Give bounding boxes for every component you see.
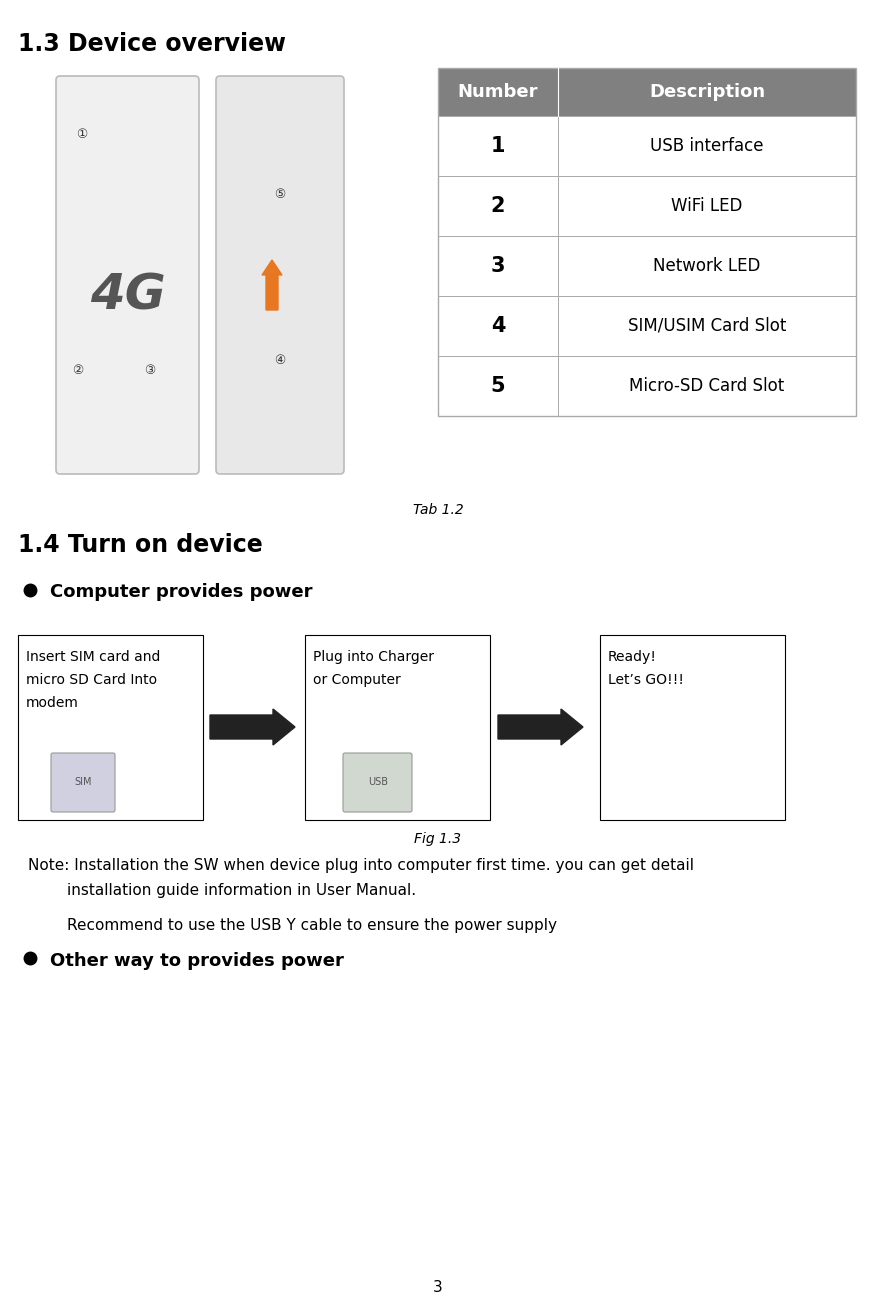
Text: installation guide information in User Manual.: installation guide information in User M… xyxy=(28,883,416,899)
FancyBboxPatch shape xyxy=(305,634,490,820)
Text: Insert SIM card and: Insert SIM card and xyxy=(26,650,160,664)
Text: Other way to provides power: Other way to provides power xyxy=(50,952,344,971)
Text: 3: 3 xyxy=(491,256,505,276)
Text: Network LED: Network LED xyxy=(653,256,760,275)
FancyArrow shape xyxy=(498,709,583,746)
Text: USB interface: USB interface xyxy=(650,137,764,156)
Text: 1.4 Turn on device: 1.4 Turn on device xyxy=(18,532,263,557)
FancyBboxPatch shape xyxy=(438,235,856,296)
Text: 4G: 4G xyxy=(89,271,166,319)
Text: ⑤: ⑤ xyxy=(274,188,286,201)
FancyBboxPatch shape xyxy=(216,76,344,473)
Text: Micro-SD Card Slot: Micro-SD Card Slot xyxy=(629,377,785,395)
Text: Recommend to use the USB Y cable to ensure the power supply: Recommend to use the USB Y cable to ensu… xyxy=(28,918,557,933)
FancyBboxPatch shape xyxy=(343,753,412,812)
Text: 5: 5 xyxy=(491,375,505,396)
Text: or Computer: or Computer xyxy=(313,674,400,687)
FancyBboxPatch shape xyxy=(18,634,203,820)
Text: Description: Description xyxy=(649,82,765,101)
Text: Note: Installation the SW when device plug into computer first time. you can get: Note: Installation the SW when device pl… xyxy=(28,858,694,872)
Text: ③: ③ xyxy=(145,364,156,377)
Text: USB: USB xyxy=(368,777,388,787)
Text: ④: ④ xyxy=(274,353,286,366)
FancyBboxPatch shape xyxy=(51,753,115,812)
Text: modem: modem xyxy=(26,696,79,710)
Text: ①: ① xyxy=(76,128,88,141)
Text: 4: 4 xyxy=(491,317,505,336)
FancyArrow shape xyxy=(262,260,282,310)
Text: Let’s GO!!!: Let’s GO!!! xyxy=(608,674,684,687)
Text: Computer provides power: Computer provides power xyxy=(50,583,313,600)
FancyBboxPatch shape xyxy=(438,356,856,416)
Text: Fig 1.3: Fig 1.3 xyxy=(414,832,462,846)
FancyBboxPatch shape xyxy=(438,68,856,116)
Text: Plug into Charger: Plug into Charger xyxy=(313,650,434,664)
Text: WiFi LED: WiFi LED xyxy=(671,198,743,215)
Text: 3: 3 xyxy=(433,1281,443,1295)
Text: Tab 1.2: Tab 1.2 xyxy=(413,504,463,517)
Text: Number: Number xyxy=(458,82,538,101)
FancyBboxPatch shape xyxy=(56,76,199,473)
FancyBboxPatch shape xyxy=(438,116,856,177)
FancyArrow shape xyxy=(210,709,295,746)
Text: 1.3 Device overview: 1.3 Device overview xyxy=(18,31,286,56)
Text: SIM: SIM xyxy=(74,777,92,787)
FancyBboxPatch shape xyxy=(438,177,856,235)
Text: SIM/USIM Card Slot: SIM/USIM Card Slot xyxy=(628,317,786,335)
Text: Ready!: Ready! xyxy=(608,650,657,664)
FancyBboxPatch shape xyxy=(438,296,856,356)
Text: 1: 1 xyxy=(491,136,505,156)
Text: ②: ② xyxy=(73,364,83,377)
Text: 2: 2 xyxy=(491,196,505,216)
Text: micro SD Card Into: micro SD Card Into xyxy=(26,674,157,687)
FancyBboxPatch shape xyxy=(600,634,785,820)
